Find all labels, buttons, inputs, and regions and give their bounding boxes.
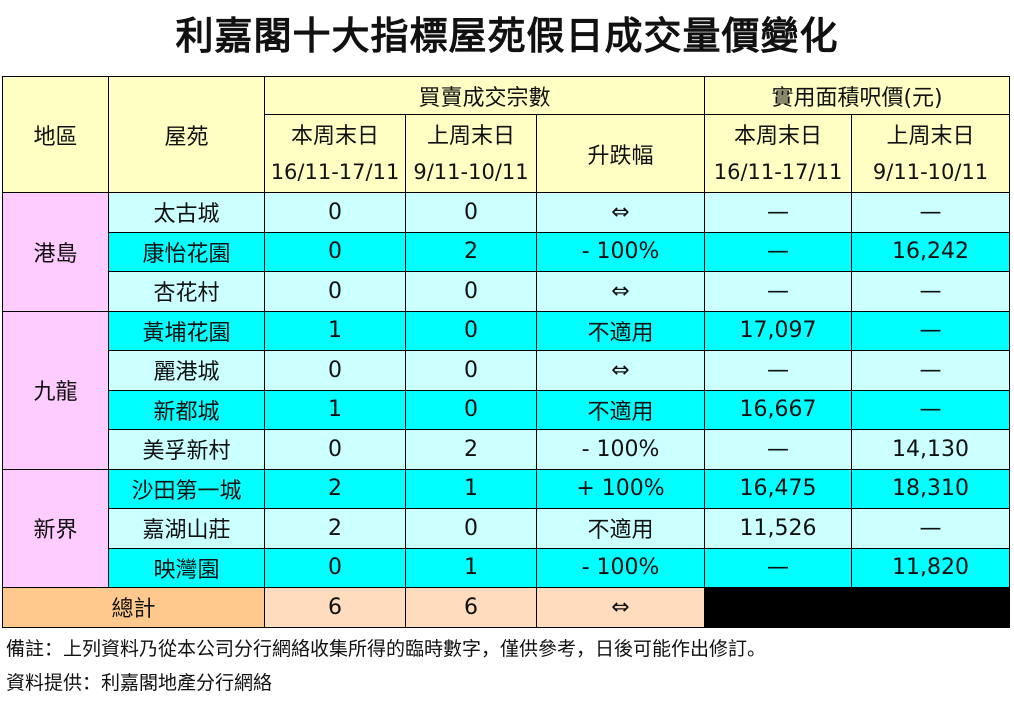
this-count: 1 [264, 310, 406, 351]
last-count: 0 [405, 508, 537, 549]
this-count: 0 [264, 429, 406, 470]
estate-name: 嘉湖山莊 [108, 508, 265, 549]
this-price: — [704, 547, 853, 588]
estate-name: 康怡花園 [108, 231, 265, 272]
remark-text: 備註：上列資料乃從本公司分行網絡收集所得的臨時數字，僅供參考，日後可能作出修訂。 [6, 638, 767, 660]
this-count: 2 [264, 508, 406, 549]
last-price: 11,820 [851, 547, 1011, 588]
change: 不適用 [535, 389, 706, 430]
this-count: 2 [264, 468, 406, 509]
header-district: 地區 [2, 76, 109, 193]
table-row: 康怡花園 0 2 - 100% — 16,242 [2, 231, 1011, 272]
last-price: — [851, 508, 1011, 549]
last-count: 2 [405, 429, 537, 470]
this-price: — [704, 231, 853, 272]
change: 不適用 [535, 310, 706, 351]
notes: 備註：上列資料乃從本公司分行網絡收集所得的臨時數字，僅供參考，日後可能作出修訂。… [6, 632, 1006, 700]
table-row: 港島 太古城 0 0 ⇔ — — [2, 192, 1011, 312]
estate-name: 新都城 [108, 389, 265, 430]
transactions-table: 地區 屋苑 買賣成交宗數 實用面積呎價(元) 本周末日 上周末日 升跌幅 本周末… [2, 76, 1011, 628]
table-row: 美孚新村 0 2 - 100% — 14,130 [2, 429, 1011, 470]
this-price: — [704, 271, 853, 312]
header-last-weekend-count: 上周末日 [405, 114, 537, 153]
change: ⇔ [535, 271, 706, 312]
table-row: 新界 沙田第一城 2 1 + 100% 16,475 18,310 [2, 468, 1011, 588]
last-price: — [851, 310, 1011, 351]
total-price-blank [704, 587, 1011, 628]
total-label: 總計 [2, 587, 265, 628]
this-count: 1 [264, 389, 406, 430]
table-row: 九龍 黃埔花園 1 0 不適用 17,097 — [2, 310, 1011, 470]
change: ⇔ [535, 350, 706, 391]
change: 不適用 [535, 508, 706, 549]
last-count: 0 [405, 389, 537, 430]
table-row: 新都城 1 0 不適用 16,667 — [2, 389, 1011, 430]
last-price: — [851, 350, 1011, 391]
region-kowloon: 九龍 [2, 310, 109, 470]
change: + 100% [535, 468, 706, 509]
this-count: 0 [264, 271, 406, 312]
last-count: 0 [405, 192, 537, 233]
estate-name: 映灣園 [108, 547, 265, 588]
estate-name: 沙田第一城 [108, 468, 265, 509]
total-row: 總計 6 6 ⇔ [2, 587, 1011, 628]
table-row: 嘉湖山莊 2 0 不適用 11,526 — [2, 508, 1011, 549]
page-title: 利嘉閣十大指標屋苑假日成交量價變化 [175, 14, 839, 58]
estate-name: 黃埔花園 [108, 310, 265, 351]
change: - 100% [535, 231, 706, 272]
last-price: 16,242 [851, 231, 1011, 272]
header-this-weekend-price: 本周末日 [704, 114, 853, 153]
change: - 100% [535, 429, 706, 470]
this-count: 0 [264, 547, 406, 588]
header-this-dates-price: 16/11-17/11 [704, 152, 853, 193]
last-price: 14,130 [851, 429, 1011, 470]
this-price: 16,667 [704, 389, 853, 430]
last-price: 18,310 [851, 468, 1011, 509]
last-count: 2 [405, 231, 537, 272]
change: - 100% [535, 547, 706, 588]
header-estate: 屋苑 [108, 76, 265, 193]
last-price: — [851, 389, 1011, 430]
change: ⇔ [535, 192, 706, 233]
last-count: 1 [405, 547, 537, 588]
source-text: 資料提供：利嘉閣地產分行網絡 [6, 672, 273, 694]
header-this-dates-count: 16/11-17/11 [264, 152, 406, 193]
estate-name: 太古城 [108, 192, 265, 233]
header-change: 升跌幅 [535, 114, 706, 193]
this-price: — [704, 350, 853, 391]
this-price: — [704, 192, 853, 233]
last-price: — [851, 271, 1011, 312]
region-new-territories: 新界 [2, 468, 109, 588]
this-price: 11,526 [704, 508, 853, 549]
total-change: ⇔ [535, 587, 706, 628]
table-row: 杏花村 0 0 ⇔ — — [2, 271, 1011, 312]
this-price: 16,475 [704, 468, 853, 509]
estate-name: 麗港城 [108, 350, 265, 391]
this-price: 17,097 [704, 310, 853, 351]
header-price-group: 實用面積呎價(元) [704, 76, 1011, 115]
this-count: 0 [264, 192, 406, 233]
this-count: 0 [264, 350, 406, 391]
header-this-weekend-count: 本周末日 [264, 114, 406, 153]
header-transactions-group: 買賣成交宗數 [263, 76, 706, 115]
this-price: — [704, 429, 853, 470]
table-row: 映灣園 0 1 - 100% — 11,820 [2, 547, 1011, 588]
estate-name: 美孚新村 [108, 429, 265, 470]
last-price: — [851, 192, 1011, 233]
total-last-count: 6 [405, 587, 537, 628]
table-row: 麗港城 0 0 ⇔ — — [2, 350, 1011, 391]
last-count: 1 [405, 468, 537, 509]
estate-name: 杏花村 [108, 271, 265, 312]
header-last-weekend-price: 上周末日 [851, 114, 1011, 153]
this-count: 0 [264, 231, 406, 272]
last-count: 0 [405, 350, 537, 391]
last-count: 0 [405, 271, 537, 312]
header-last-dates-price: 9/11-10/11 [851, 152, 1011, 193]
last-count: 0 [405, 310, 537, 351]
total-this-count: 6 [264, 587, 406, 628]
region-hk-island: 港島 [2, 192, 109, 312]
header-last-dates-count: 9/11-10/11 [405, 152, 537, 193]
